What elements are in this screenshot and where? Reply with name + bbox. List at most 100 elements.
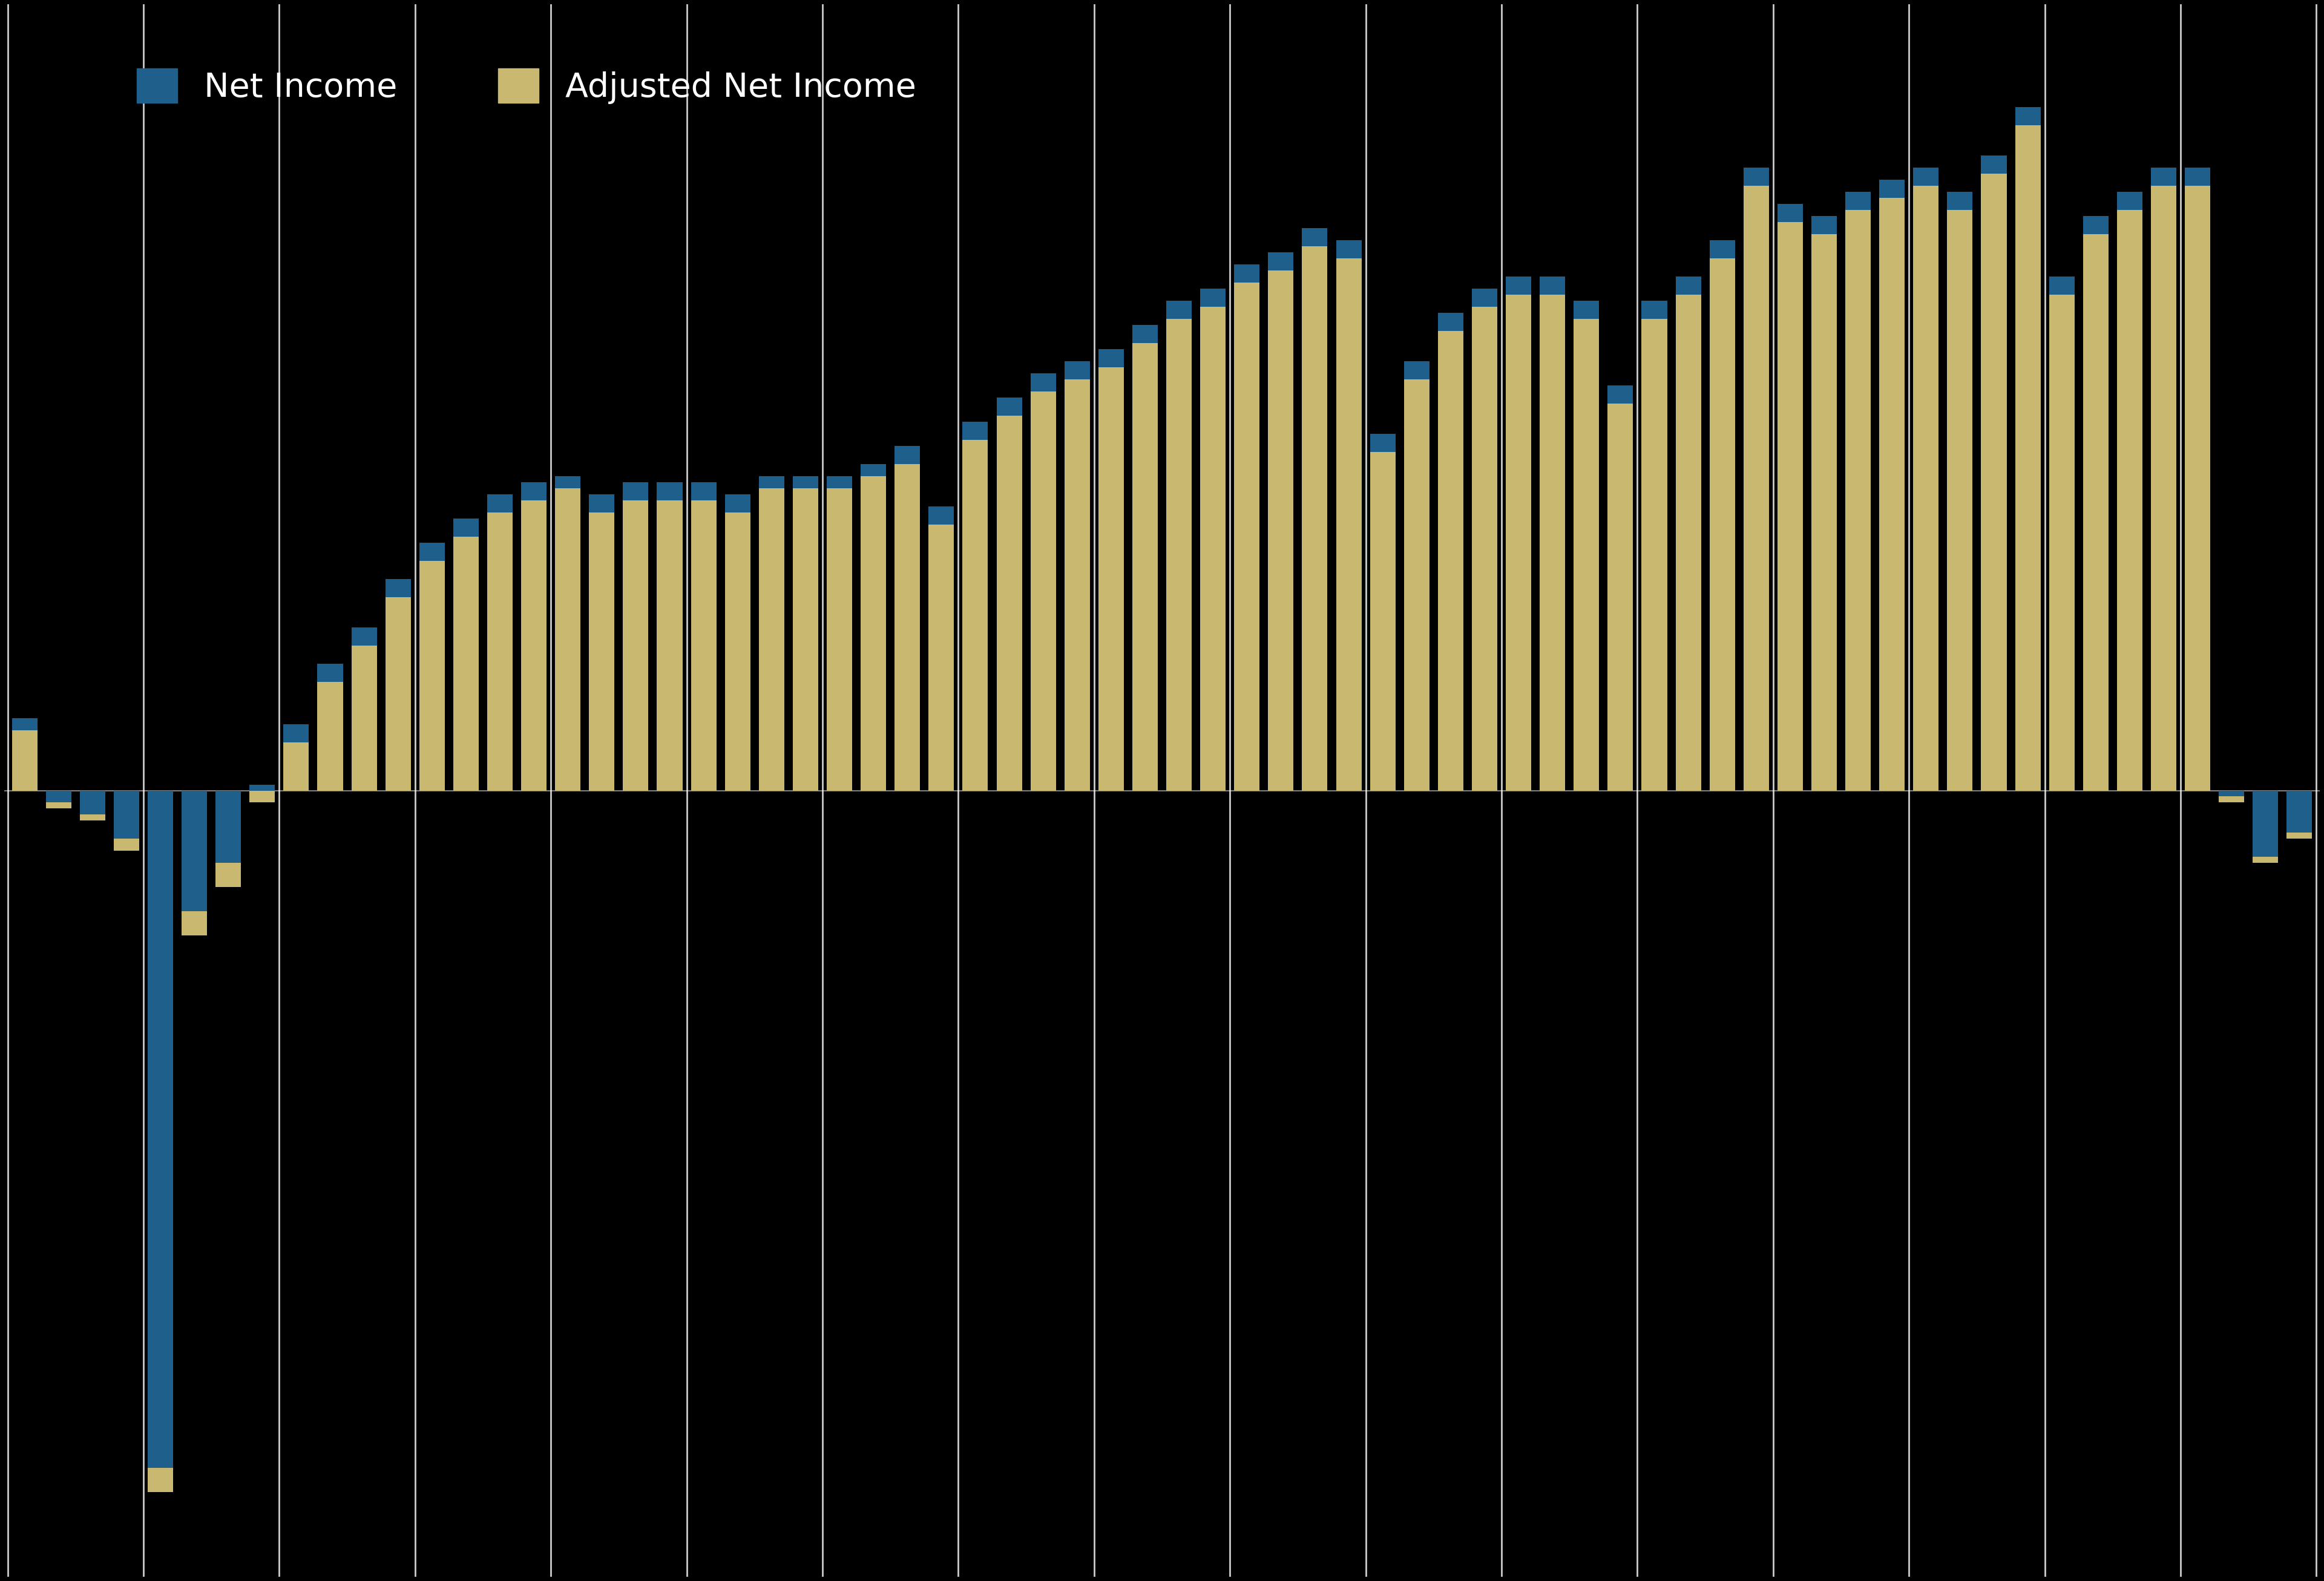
Bar bbox=[1778, 204, 1803, 221]
Bar bbox=[895, 446, 920, 463]
Bar bbox=[1608, 386, 1634, 403]
Bar bbox=[760, 476, 783, 489]
Bar bbox=[827, 489, 853, 790]
Bar bbox=[1980, 174, 2006, 790]
Bar bbox=[521, 500, 546, 790]
Bar bbox=[284, 741, 309, 790]
Bar bbox=[895, 463, 920, 790]
Bar bbox=[1336, 258, 1362, 790]
Bar bbox=[12, 730, 37, 790]
Bar bbox=[318, 681, 344, 790]
Bar bbox=[2219, 790, 2245, 803]
Bar bbox=[12, 718, 37, 730]
Bar bbox=[386, 579, 411, 598]
Bar bbox=[114, 790, 139, 851]
Bar bbox=[1301, 228, 1327, 247]
Bar bbox=[1676, 277, 1701, 294]
Bar bbox=[284, 724, 309, 741]
Bar bbox=[725, 512, 751, 790]
Bar bbox=[725, 495, 751, 512]
Bar bbox=[555, 476, 581, 489]
Bar bbox=[216, 790, 242, 863]
Bar bbox=[351, 628, 376, 645]
Bar bbox=[2082, 217, 2108, 234]
Bar bbox=[249, 784, 274, 790]
Bar bbox=[997, 397, 1023, 416]
Bar bbox=[690, 482, 716, 500]
Bar bbox=[1948, 210, 1973, 790]
Bar bbox=[1132, 324, 1157, 343]
Bar bbox=[792, 476, 818, 489]
Bar bbox=[588, 512, 614, 790]
Bar bbox=[962, 440, 988, 790]
Bar bbox=[488, 495, 514, 512]
Bar bbox=[1710, 240, 1736, 258]
Bar bbox=[2219, 790, 2245, 797]
Bar bbox=[1676, 294, 1701, 790]
Bar bbox=[1641, 319, 1666, 790]
Bar bbox=[351, 645, 376, 790]
Bar bbox=[46, 790, 72, 808]
Bar bbox=[114, 790, 139, 840]
Bar bbox=[760, 489, 783, 790]
Bar bbox=[555, 489, 581, 790]
Bar bbox=[1234, 264, 1260, 283]
Bar bbox=[2050, 294, 2075, 790]
Bar bbox=[1269, 253, 1294, 270]
Bar bbox=[453, 536, 479, 790]
Bar bbox=[588, 495, 614, 512]
Bar bbox=[418, 561, 444, 790]
Bar bbox=[1880, 180, 1906, 198]
Bar bbox=[2050, 277, 2075, 294]
Bar bbox=[997, 416, 1023, 790]
Bar bbox=[488, 512, 514, 790]
Bar bbox=[1269, 270, 1294, 790]
Bar bbox=[1845, 191, 1871, 210]
Bar bbox=[2185, 185, 2210, 790]
Bar bbox=[827, 476, 853, 489]
Bar bbox=[1064, 360, 1090, 379]
Bar bbox=[1064, 379, 1090, 790]
Bar bbox=[2117, 191, 2143, 210]
Bar bbox=[521, 482, 546, 500]
Bar bbox=[1199, 307, 1225, 790]
Bar bbox=[1541, 277, 1564, 294]
Bar bbox=[2287, 790, 2312, 833]
Bar bbox=[1980, 155, 2006, 174]
Bar bbox=[1369, 452, 1394, 790]
Bar bbox=[2015, 125, 2040, 790]
Bar bbox=[1030, 392, 1055, 790]
Bar bbox=[181, 790, 207, 912]
Bar bbox=[1471, 288, 1497, 307]
Bar bbox=[1301, 247, 1327, 790]
Bar bbox=[2185, 168, 2210, 185]
Bar bbox=[2287, 790, 2312, 840]
Bar bbox=[1199, 288, 1225, 307]
Bar bbox=[46, 790, 72, 803]
Bar bbox=[2117, 210, 2143, 790]
Bar bbox=[1743, 168, 1769, 185]
Bar bbox=[149, 790, 172, 1467]
Bar bbox=[1913, 168, 1938, 185]
Bar bbox=[623, 482, 648, 500]
Bar bbox=[79, 790, 105, 814]
Bar bbox=[930, 506, 955, 525]
Bar bbox=[1132, 343, 1157, 790]
Bar bbox=[1234, 283, 1260, 790]
Bar bbox=[860, 463, 885, 476]
Bar bbox=[1948, 191, 1973, 210]
Bar bbox=[216, 790, 242, 887]
Bar bbox=[1167, 319, 1192, 790]
Bar bbox=[418, 542, 444, 561]
Bar bbox=[1336, 240, 1362, 258]
Bar bbox=[1810, 234, 1836, 790]
Bar bbox=[1880, 198, 1906, 790]
Bar bbox=[1099, 349, 1125, 367]
Bar bbox=[1710, 258, 1736, 790]
Bar bbox=[1573, 300, 1599, 319]
Bar bbox=[1030, 373, 1055, 392]
Bar bbox=[181, 790, 207, 936]
Bar bbox=[453, 519, 479, 536]
Bar bbox=[1845, 210, 1871, 790]
Bar bbox=[1506, 294, 1532, 790]
